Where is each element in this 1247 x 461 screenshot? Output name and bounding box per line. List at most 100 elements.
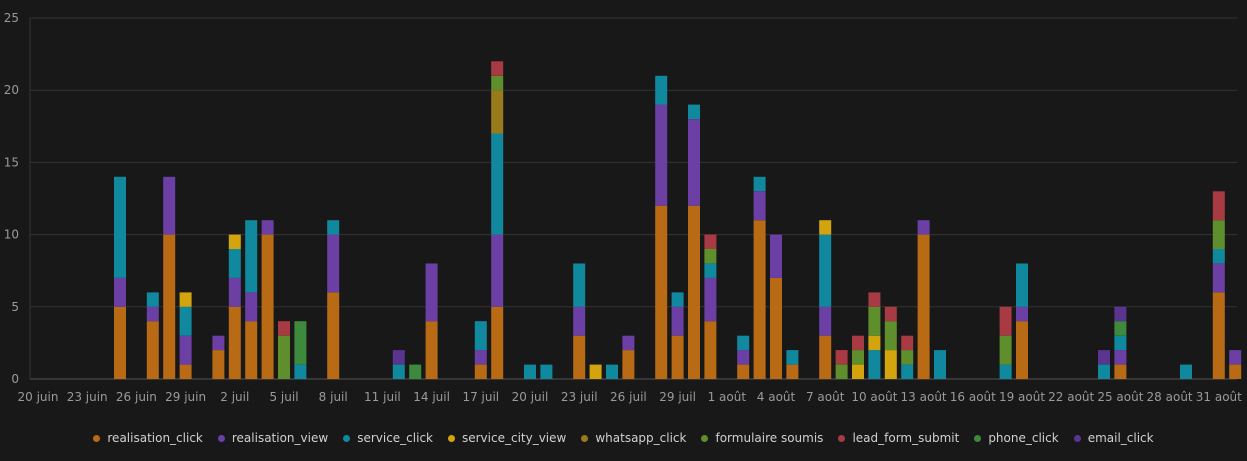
bar-segment	[491, 90, 504, 134]
bar-segment	[573, 306, 586, 336]
legend-item[interactable]: realisation_view	[217, 431, 329, 445]
bar-segment	[491, 61, 504, 76]
bar-segment	[622, 335, 635, 351]
bar-segment	[212, 335, 225, 351]
bar-segment	[704, 321, 717, 379]
bar-segment	[294, 321, 307, 365]
y-tick-label: 10	[4, 228, 19, 242]
bar-segment	[901, 364, 914, 379]
legend-label: service_city_view	[461, 431, 567, 445]
bar-segment	[1114, 321, 1127, 336]
legend-item[interactable]: formulaire soumis	[701, 431, 823, 445]
x-tick-label: 25 août	[1097, 390, 1143, 404]
bar-segment	[1114, 335, 1127, 351]
bar-segment	[114, 176, 126, 278]
x-tick-label: 29 juil	[659, 390, 696, 404]
bar-segment	[278, 335, 290, 379]
legend-label: email_click	[1087, 431, 1154, 445]
x-tick-label: 20 juin	[18, 390, 59, 404]
bar-segment	[688, 205, 700, 379]
bar-segment	[901, 350, 914, 365]
x-tick-label: 13 août	[901, 390, 947, 404]
bar-segment	[1114, 306, 1127, 322]
x-tick-label: 2 juil	[220, 390, 249, 404]
x-tick-label: 5 juil	[269, 390, 298, 404]
x-tick-label: 11 juil	[364, 390, 401, 404]
y-tick-label: 15	[4, 155, 19, 169]
y-tick-label: 25	[4, 11, 19, 25]
bar-segment	[770, 234, 782, 278]
bar-segment	[474, 321, 487, 351]
bar-segment	[228, 234, 241, 249]
bar-segment	[704, 249, 717, 264]
bar-segment	[868, 350, 881, 379]
legend-swatch	[447, 434, 455, 442]
bar-segment	[163, 176, 176, 235]
bar-segment	[261, 220, 274, 235]
bar-segment	[688, 119, 700, 206]
bar-segment	[835, 364, 848, 379]
bar-segment	[327, 234, 340, 293]
legend-item[interactable]: lead_form_submit	[838, 431, 959, 445]
bar-segment	[999, 306, 1012, 336]
x-tick-label: 23 juil	[561, 390, 598, 404]
bar-segment	[261, 234, 274, 379]
legend-label: realisation_click	[107, 431, 203, 445]
legend-item[interactable]: service_city_view	[447, 431, 567, 445]
bar-segment	[819, 335, 832, 379]
legend-label: whatsapp_click	[595, 431, 687, 445]
bar-segment	[114, 277, 126, 307]
bar-segment	[228, 306, 241, 379]
bar-segment	[884, 350, 897, 379]
bar-segment	[884, 306, 897, 322]
legend-item[interactable]: service_click	[343, 431, 433, 445]
bar-segment	[671, 292, 684, 307]
bar-segment	[327, 292, 340, 379]
legend-item[interactable]: whatsapp_click	[581, 431, 686, 445]
legend-label: lead_form_submit	[852, 431, 960, 445]
legend: realisation_click realisation_view service…	[0, 428, 1247, 448]
bar-segment	[146, 321, 159, 379]
x-tick-label: 4 août	[757, 390, 796, 404]
bar-segment	[868, 335, 881, 351]
bar-segment	[770, 277, 782, 379]
gridlines	[29, 17, 1237, 380]
bar-segment	[114, 306, 126, 379]
bar-segment	[868, 306, 881, 336]
y-tick-label: 0	[11, 372, 19, 386]
bar-segment	[179, 335, 192, 365]
bar-segment	[786, 364, 799, 379]
bar-segment	[228, 277, 241, 307]
bar-segment	[868, 292, 881, 307]
bar-segment	[474, 364, 487, 379]
legend-item[interactable]: email_click	[1073, 431, 1154, 445]
bar-segment	[671, 306, 684, 336]
y-axis: 0 5 10 15 20 25	[4, 11, 19, 386]
bar-segment	[491, 133, 504, 235]
bar-segment	[212, 350, 225, 379]
legend-item[interactable]: phone_click	[974, 431, 1059, 445]
bar-segment	[852, 335, 864, 351]
x-tick-label: 28 août	[1147, 390, 1193, 404]
legend-label: realisation_view	[231, 431, 329, 445]
y-tick-label: 5	[11, 300, 19, 314]
legend-swatch	[838, 434, 846, 442]
legend-label: phone_click	[988, 431, 1059, 445]
bar-segment	[589, 364, 602, 379]
legend-item[interactable]: realisation_click	[93, 431, 203, 445]
bar-segment	[163, 234, 176, 379]
bar-segment	[655, 104, 668, 206]
bar-segment	[1212, 292, 1225, 379]
bar-segment	[540, 364, 553, 379]
bar-segment	[179, 364, 192, 379]
bar-segment	[245, 321, 258, 379]
bar-segment	[327, 220, 340, 235]
bar-segment	[573, 263, 586, 307]
bar-segment	[917, 234, 930, 379]
bar-segment	[655, 205, 668, 379]
bar-segment	[704, 263, 717, 278]
x-tick-label: 19 août	[999, 390, 1045, 404]
legend-swatch	[343, 434, 351, 442]
x-tick-label: 23 juin	[67, 390, 108, 404]
